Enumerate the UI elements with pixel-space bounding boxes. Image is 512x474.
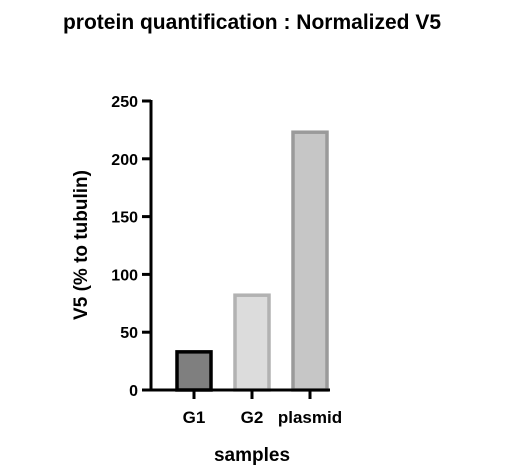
y-tick-label: 150 <box>111 210 138 227</box>
bar-plasmid <box>291 130 329 392</box>
y-axis-label: V5 (% to tubulin) <box>71 170 92 320</box>
x-tick-label-plasmid: plasmid <box>278 408 342 427</box>
y-tick-label: 200 <box>111 152 138 169</box>
y-tick-label: 250 <box>111 94 138 111</box>
bars-group <box>175 130 329 392</box>
bar-g1 <box>175 350 213 392</box>
x-tick-label-g2: G2 <box>241 408 264 427</box>
x-tick-label-g1: G1 <box>183 408 206 427</box>
y-tick-label: 0 <box>129 383 138 400</box>
y-axis: 0 50 100 150 200 250 <box>111 94 153 400</box>
chart-title: protein quantification : Normalized V5 <box>63 11 441 34</box>
x-axis-label: samples <box>214 445 290 466</box>
x-axis: G1 G2 plasmid <box>149 388 342 427</box>
y-tick-label: 50 <box>120 325 138 342</box>
bar-g2 <box>233 293 271 392</box>
y-tick-label: 100 <box>111 267 138 284</box>
